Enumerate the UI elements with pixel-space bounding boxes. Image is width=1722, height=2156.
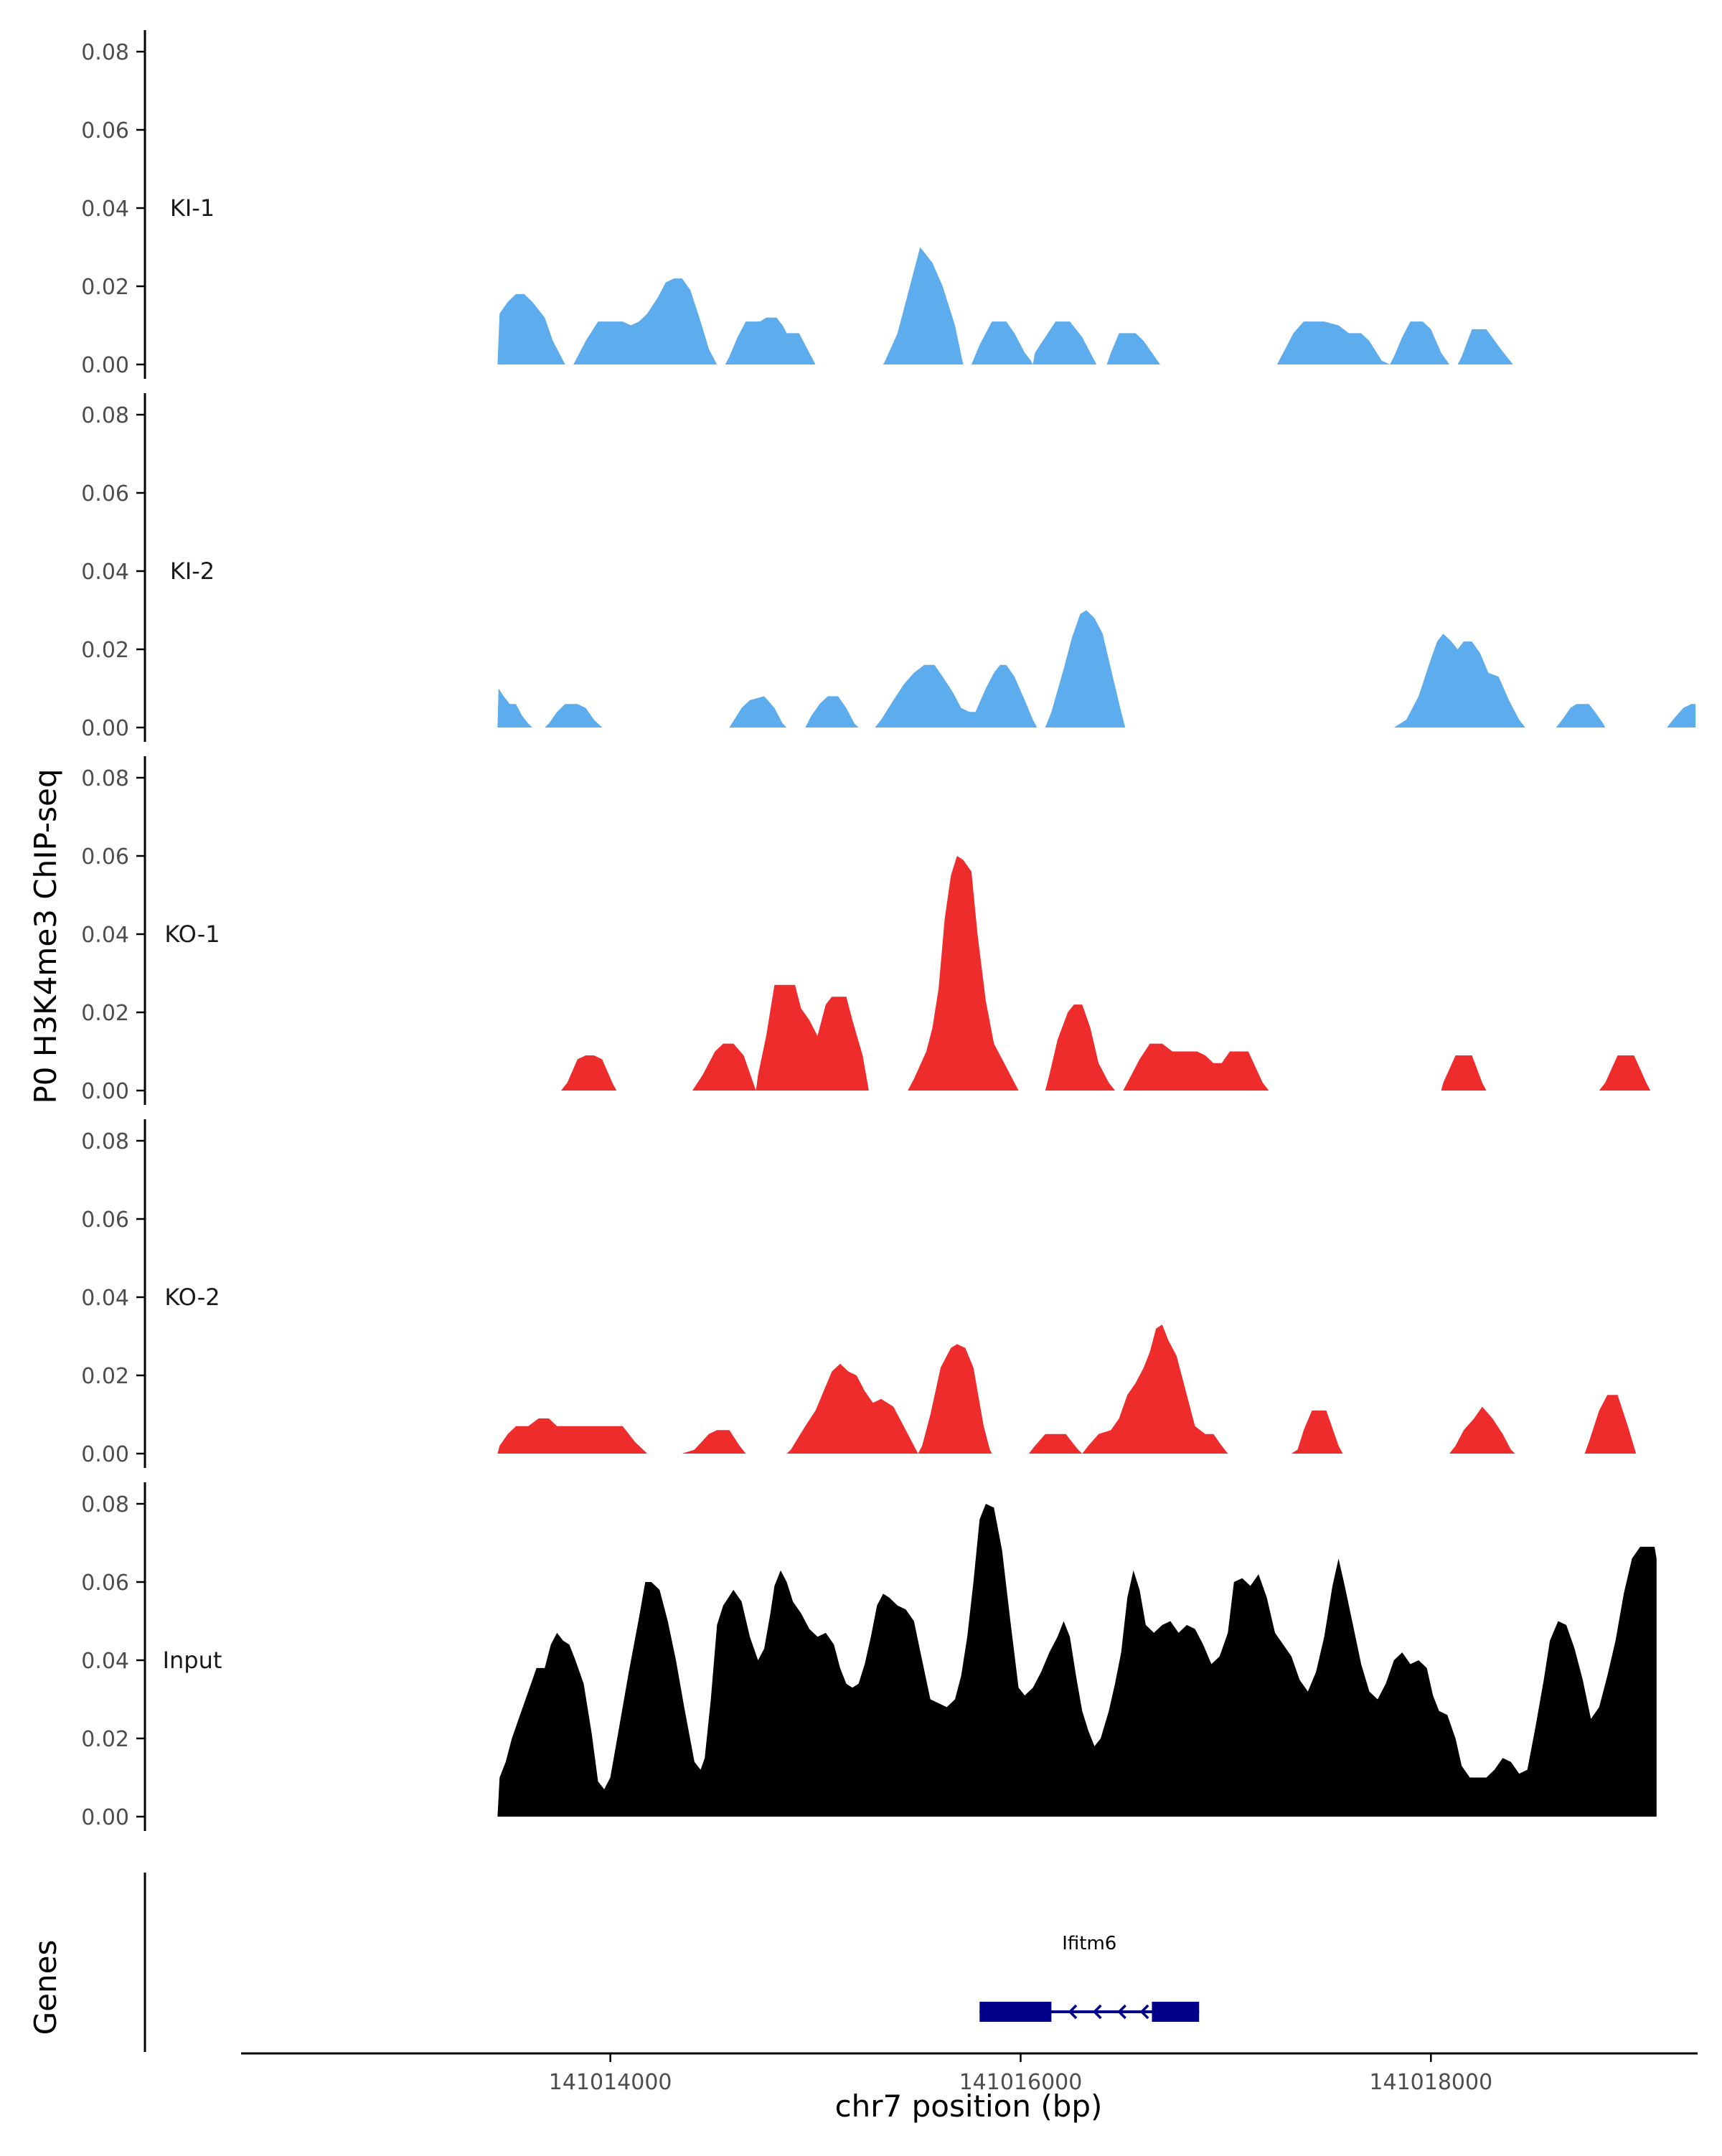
coverage-area [497, 610, 1696, 728]
gene-strand-arrow [1139, 2004, 1149, 2020]
track-panel-ki-1: 0.00 0.02 0.04 0.06 0.08 KI-1 [81, 30, 1513, 379]
track-label: KI-1 [170, 194, 215, 222]
coverage-area [561, 856, 1651, 1091]
y-tick-label: 0.00 [81, 1805, 129, 1830]
track-panel-ki-2: 0.00 0.02 0.04 0.06 0.08 KI-2 [81, 393, 1696, 742]
y-tick-label: 0.00 [81, 353, 129, 378]
y-tick-label: 0.08 [81, 40, 129, 65]
gene-strand-arrow [1092, 2004, 1102, 2020]
track-label: KO-1 [164, 921, 220, 948]
track-label: Input [163, 1647, 222, 1674]
gene-strand-arrow [1068, 2004, 1078, 2020]
y-tick-label: 0.06 [81, 844, 129, 870]
y-tick-label: 0.02 [81, 275, 129, 300]
track-panel-input: 0.00 0.02 0.04 0.06 0.08 Input [81, 1482, 1657, 1831]
x-tick-label: 141014000 [549, 2070, 672, 2095]
gene-exon [979, 2002, 1052, 2022]
track-panels: 0.00 0.02 0.04 0.06 0.08 KI-1 0.00 0.02 0.04 0.06… [81, 30, 1696, 1831]
y-axis-title: P0 H3K4me3 ChIP-seq [28, 768, 63, 1103]
x-axis-title: chr7 position (bp) [835, 2089, 1103, 2124]
x-axis: 141014000 141016000 141018000 [241, 2052, 1698, 2095]
gene-exon [1152, 2002, 1200, 2022]
y-tick-label: 0.04 [81, 560, 129, 585]
track-label: KI-2 [170, 557, 215, 585]
y-tick-label: 0.00 [81, 1442, 129, 1467]
y-tick-label: 0.08 [81, 1492, 129, 1517]
y-tick-label: 0.06 [81, 1208, 129, 1233]
y-tick-label: 0.04 [81, 923, 129, 948]
genes-axis-title: Genes [28, 1940, 63, 2035]
y-tick-label: 0.08 [81, 766, 129, 791]
y-tick-label: 0.08 [81, 403, 129, 428]
y-tick-label: 0.02 [81, 1001, 129, 1026]
x-tick-label: 141018000 [1369, 2070, 1492, 2095]
y-tick-label: 0.04 [81, 1649, 129, 1674]
gene-strand-arrow [1117, 2004, 1126, 2020]
y-tick-label: 0.00 [81, 716, 129, 741]
y-tick-label: 0.04 [81, 1286, 129, 1311]
y-tick-label: 0.02 [81, 1364, 129, 1389]
y-tick-label: 0.08 [81, 1129, 129, 1154]
y-tick-label: 0.00 [81, 1079, 129, 1104]
y-tick-label: 0.06 [81, 1571, 129, 1596]
y-tick-label: 0.04 [81, 197, 129, 222]
y-tick-label: 0.06 [81, 118, 129, 143]
y-tick-label: 0.02 [81, 638, 129, 663]
genes-panel: Ifitm6 [144, 1873, 1200, 2052]
coverage-area [497, 1504, 1657, 1817]
y-tick-label: 0.02 [81, 1727, 129, 1752]
track-panel-ko-2: 0.00 0.02 0.04 0.06 0.08 KO-2 [81, 1119, 1637, 1468]
gene-label: Ifitm6 [1062, 1933, 1116, 1954]
track-panel-ko-1: 0.00 0.02 0.04 0.06 0.08 KO-1 [81, 756, 1651, 1105]
gene-ifitm6: Ifitm6 [979, 1933, 1200, 2022]
y-tick-label: 0.06 [81, 481, 129, 507]
coverage-area [497, 247, 1513, 364]
coverage-area [497, 1324, 1637, 1454]
track-label: KO-2 [164, 1284, 220, 1311]
x-tick-label: 141016000 [959, 2070, 1083, 2095]
